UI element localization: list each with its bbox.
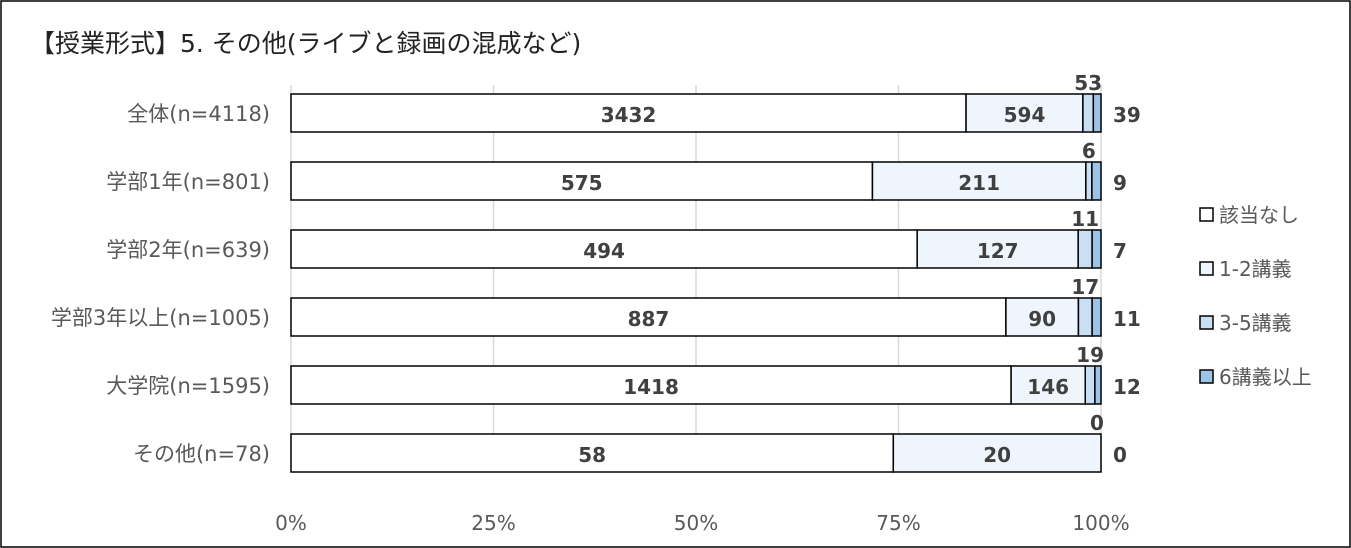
bar-segment	[1092, 93, 1102, 133]
data-label: 887	[628, 307, 670, 331]
data-label: 127	[977, 239, 1019, 263]
data-label: 6	[1082, 139, 1096, 163]
legend-swatch	[1199, 315, 1214, 330]
data-label: 211	[958, 171, 1000, 195]
data-label: 12	[1113, 375, 1141, 399]
legend-swatch	[1199, 369, 1214, 384]
legend-label: 該当なし	[1219, 203, 1299, 227]
bar-segment	[892, 433, 1102, 473]
x-tick-label: 50%	[674, 511, 718, 535]
data-label: 494	[583, 239, 625, 263]
bar-segment	[1085, 161, 1093, 201]
x-tick-label: 100%	[1072, 511, 1129, 535]
x-tick-label: 0%	[275, 511, 307, 535]
data-label: 7	[1113, 239, 1127, 263]
chart-title: 【授業形式】5. その他(ライブと録画の混成など)	[30, 29, 581, 58]
bar-segment	[1010, 365, 1087, 405]
category-label: 学部2年(n=639)	[106, 238, 270, 262]
data-label: 20	[983, 443, 1011, 467]
legend-label: 1-2講義	[1219, 257, 1292, 281]
data-label: 58	[578, 443, 606, 467]
data-label: 39	[1113, 103, 1141, 127]
bar-segment	[1077, 297, 1093, 337]
bar-segment	[1091, 161, 1102, 201]
legend-swatch	[1199, 207, 1214, 222]
bar-segment	[1091, 229, 1102, 269]
category-label: 大学院(n=1595)	[106, 374, 270, 398]
data-label: 90	[1028, 307, 1056, 331]
bar-segment	[1084, 365, 1096, 405]
bar-segment	[1077, 229, 1093, 269]
data-label: 9	[1113, 171, 1127, 195]
bar-segment	[1091, 297, 1102, 337]
bar-segment	[1082, 93, 1095, 133]
category-label: その他(n=78)	[133, 442, 270, 466]
bar-segment	[965, 93, 1084, 133]
data-label: 0	[1113, 443, 1127, 467]
bar-segment	[1094, 365, 1102, 405]
bar-segment	[1005, 297, 1080, 337]
category-label: 学部1年(n=801)	[106, 170, 270, 194]
data-label: 11	[1113, 307, 1141, 331]
category-label: 全体(n=4118)	[127, 102, 270, 126]
data-label: 594	[1004, 103, 1046, 127]
data-label: 575	[561, 171, 603, 195]
data-label: 17	[1071, 275, 1099, 299]
data-label: 146	[1027, 375, 1069, 399]
bar-segment	[871, 161, 1087, 201]
data-label: 1418	[623, 375, 679, 399]
data-label: 53	[1074, 71, 1102, 95]
legend-label: 6講義以上	[1219, 365, 1312, 389]
legend-swatch	[1199, 261, 1214, 276]
data-label: 11	[1071, 207, 1099, 231]
x-tick-label: 25%	[471, 511, 515, 535]
bar-segment	[290, 93, 967, 133]
legend-label: 3-5講義	[1219, 311, 1292, 335]
category-label: 学部3年以上(n=1005)	[51, 306, 270, 330]
data-label: 3432	[601, 103, 657, 127]
x-tick-label: 75%	[876, 511, 920, 535]
data-label: 19	[1076, 343, 1104, 367]
data-label: 0	[1090, 411, 1104, 435]
bar-segment	[916, 229, 1079, 269]
